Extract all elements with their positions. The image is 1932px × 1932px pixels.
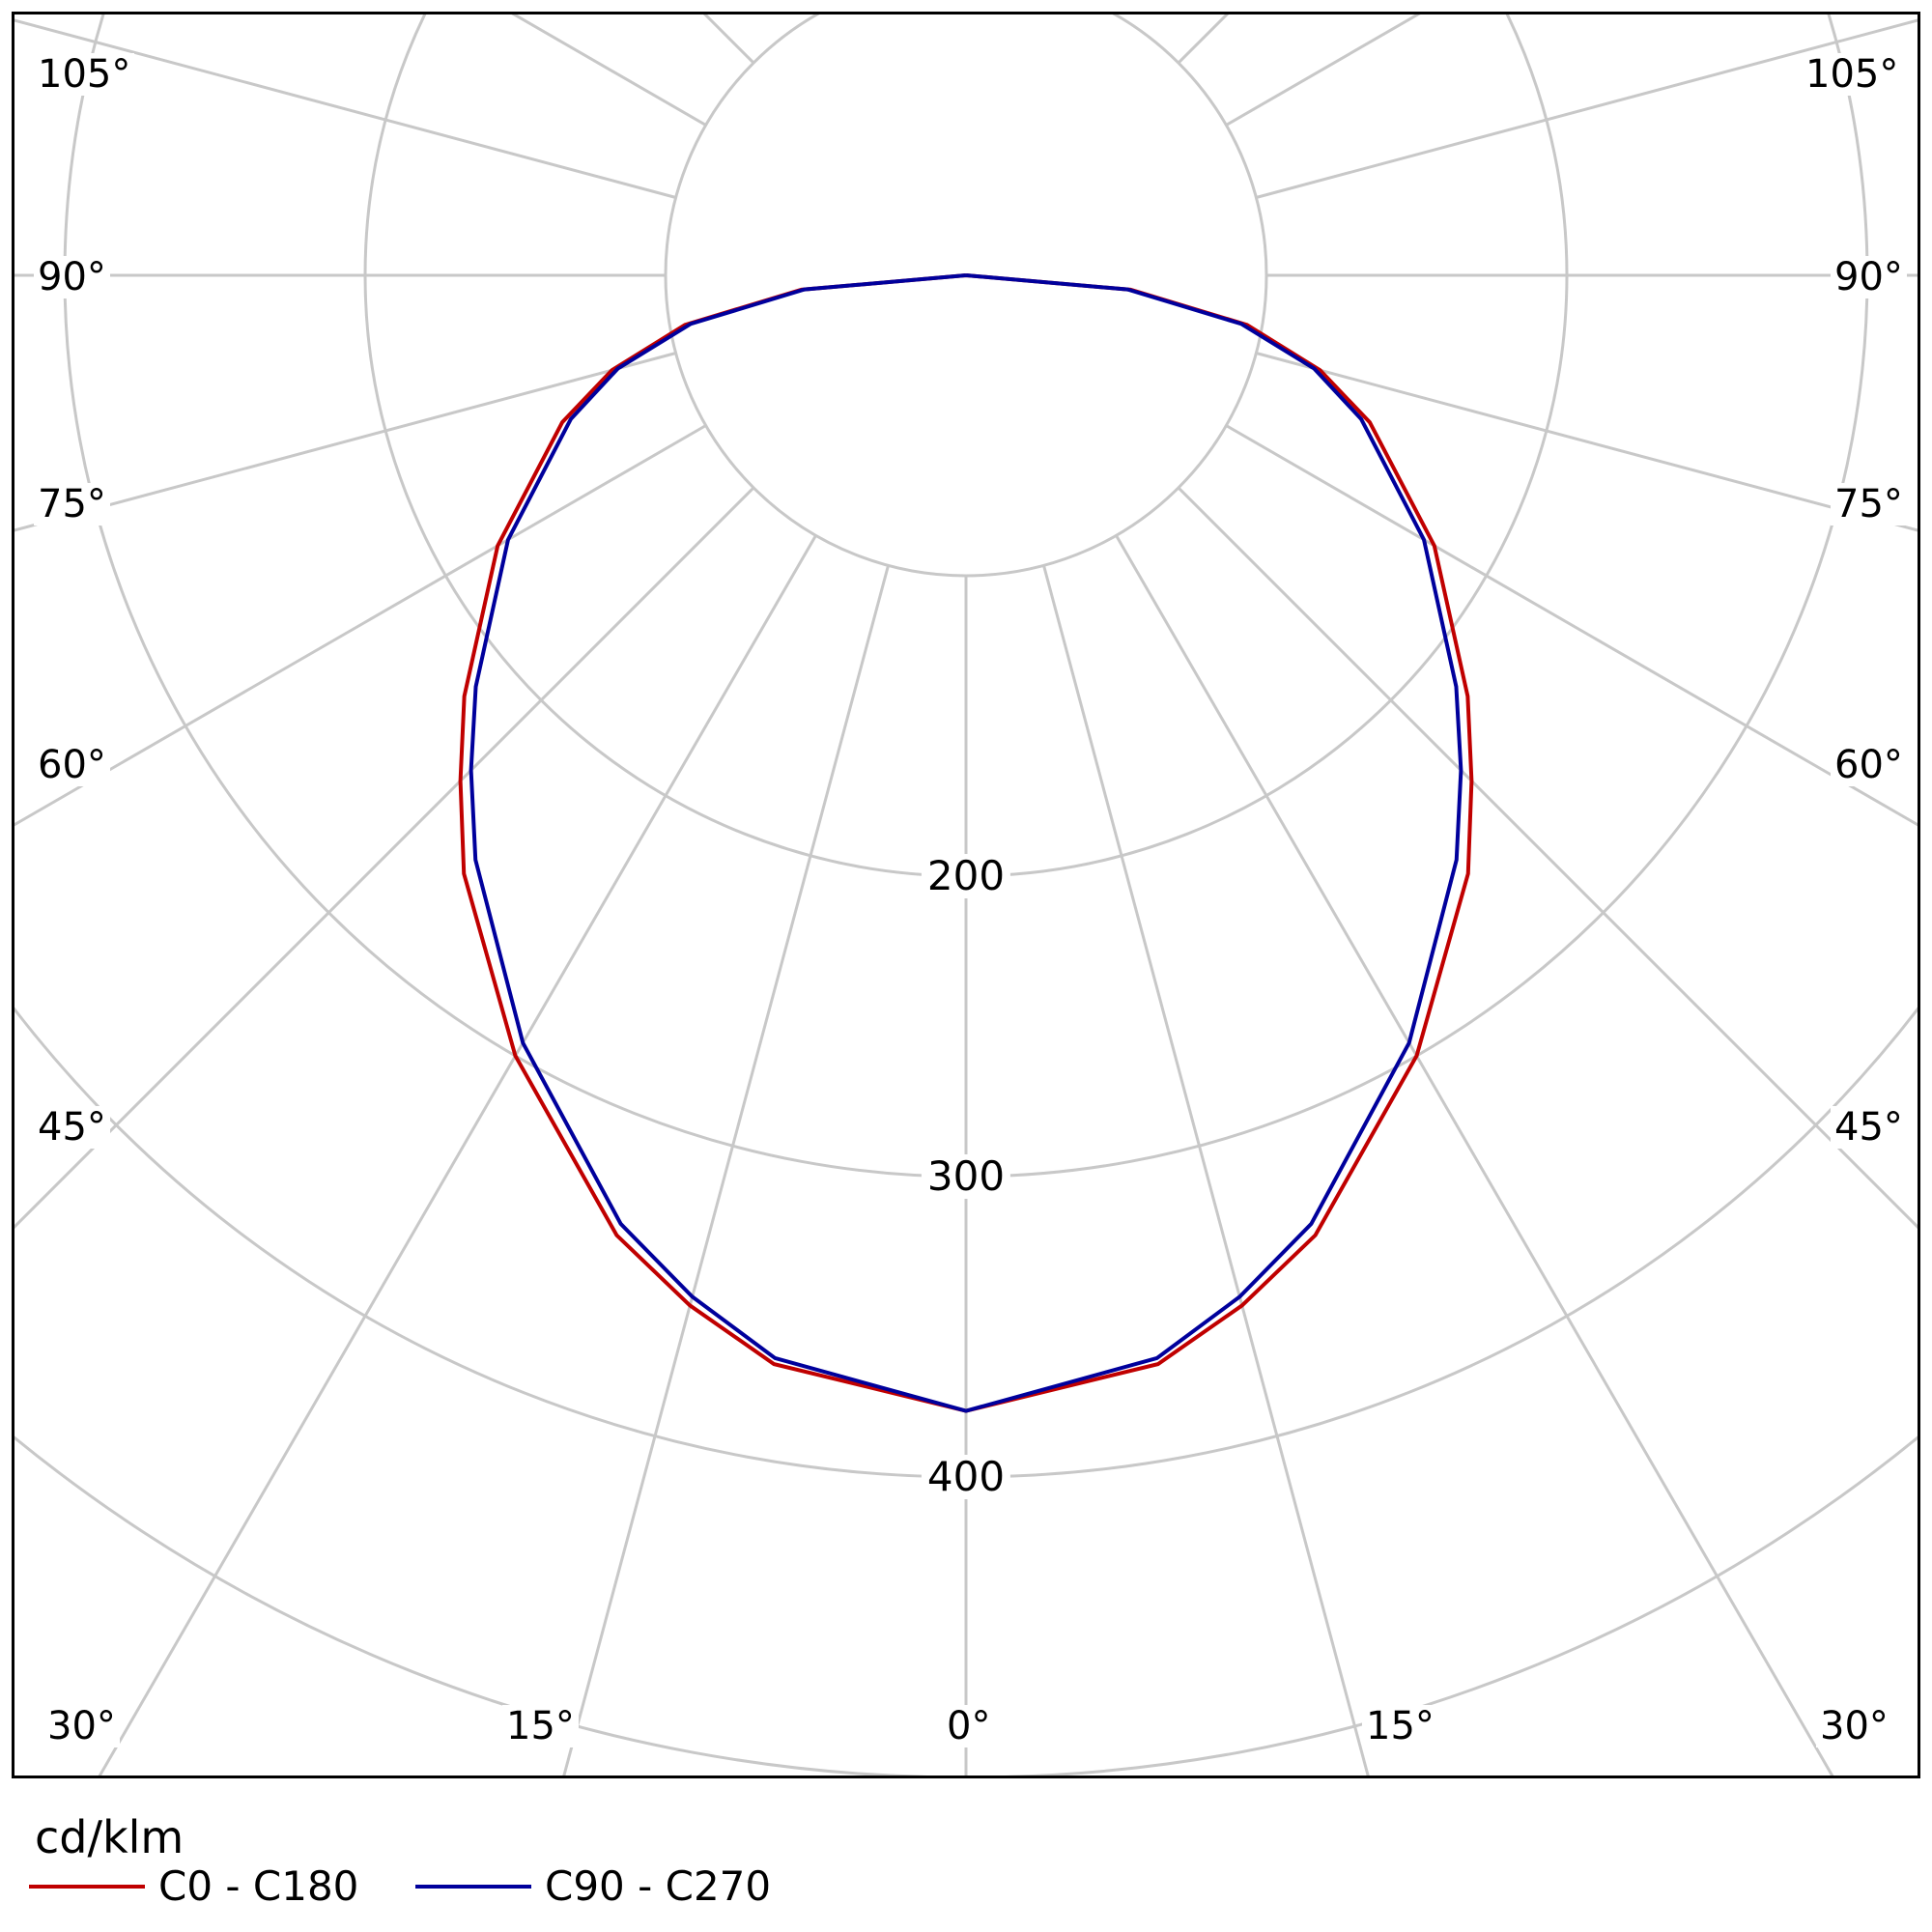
angle-label-left: 75° [34, 483, 110, 526]
angle-label-right: 90° [1831, 256, 1907, 298]
angle-label-left: 90° [34, 256, 110, 298]
angle-label-right: 15° [1362, 1705, 1438, 1747]
series-curve-c90-c270 [469, 273, 1463, 1413]
legend-item-c90-c270: C90 - C270 [415, 1862, 771, 1910]
angle-label-left: 105° [34, 53, 135, 96]
angle-label-right: 105° [1802, 53, 1903, 96]
legend-swatch-blue [415, 1884, 531, 1889]
polar-chart-frame: 200 300 400 105° 90° 75° 60° 45° 30° 15° 105° 90° 75… [12, 12, 1920, 1778]
unit-label: cd/klm [35, 1811, 185, 1863]
legend-label: C90 - C270 [545, 1862, 772, 1910]
angle-label-right: 75° [1831, 483, 1907, 526]
legend-label: C0 - C180 [158, 1862, 359, 1910]
radial-tick-label: 300 [921, 1154, 1011, 1199]
angle-label-right: 30° [1816, 1705, 1892, 1747]
angle-label-bottom: 0° [943, 1705, 995, 1747]
angle-label-left: 30° [43, 1705, 120, 1747]
angle-label-left: 45° [34, 1106, 110, 1149]
radial-tick-label: 400 [921, 1455, 1011, 1499]
angle-label-right: 45° [1831, 1106, 1907, 1149]
angle-label-left: 60° [34, 744, 110, 786]
legend-swatch-red [29, 1884, 145, 1889]
legend-item-c0-c180: C0 - C180 [29, 1862, 358, 1910]
radial-tick-label: 200 [921, 854, 1011, 898]
angle-label-right: 60° [1831, 744, 1907, 786]
angle-label-left: 15° [502, 1705, 579, 1747]
